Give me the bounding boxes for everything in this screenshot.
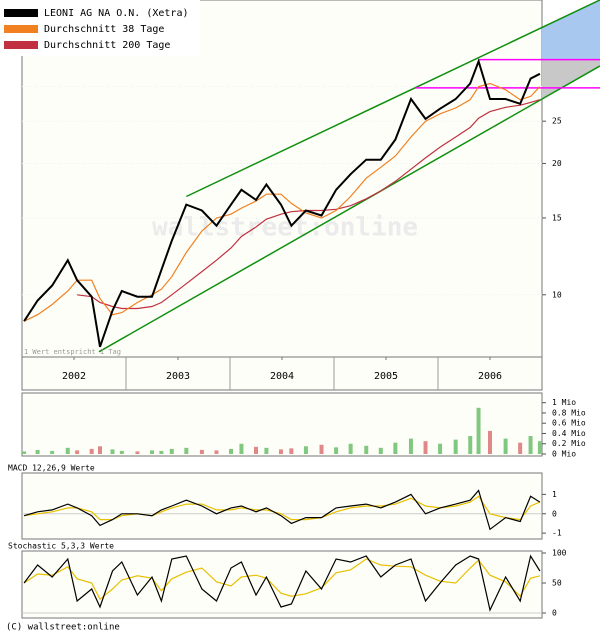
volume-bar [393,442,398,454]
legend-label: Durchschnitt 38 Tage [44,24,164,35]
series-line [23,554,541,612]
y-tick-label: 20 [552,159,562,168]
volume-bar [319,444,324,454]
series-line [23,489,541,531]
y-tick-label: 0 [552,609,557,618]
panel-title: Stochastic 5,3,3 Werte [8,542,114,551]
y-tick-label: 0.8 Mio [552,408,586,417]
panel-background [21,472,543,540]
volume-bar [65,447,70,454]
volume-bar [75,450,80,454]
y-tick-label: 15 [552,213,562,222]
projection-area [542,59,600,100]
volume-bar [35,449,40,454]
volume-bar [150,450,154,454]
volume-bar [110,449,115,454]
volume-bar [528,436,533,454]
trend-line [185,0,600,198]
y-tick-label: 50 [552,579,562,588]
volume-bar [408,438,413,454]
legend-swatch [4,25,38,33]
legend-swatch [4,9,38,17]
volume-bar [348,443,353,454]
y-tick-label: 0 Mio [552,450,576,459]
volume-bar [423,441,428,454]
volume-bar [476,407,481,454]
x-tick-label: 2004 [270,371,294,382]
x-tick-label: 2002 [62,371,86,382]
volume-bar [289,448,294,454]
volume-bar [50,450,55,454]
volume-bar [98,446,102,454]
y-tick-label: 10 [552,290,562,299]
volume-bar [518,442,523,454]
volume-bar [537,441,542,454]
panel-title: MACD 12,26,9 Werte [8,464,95,473]
legend-swatch [4,41,38,49]
volume-bar [334,447,339,454]
volume-bar [159,450,164,454]
series-line [23,558,541,601]
volume-bar [303,446,308,454]
y-tick-label: 0 [552,509,557,518]
volume-bar [503,438,508,454]
watermark: wallstreet:online [152,213,418,243]
volume-bar [364,445,369,454]
y-tick-label: 25 [552,117,562,126]
legend-label: LEONI AG NA O.N. (Xetra) [44,8,189,19]
series-line [77,99,541,310]
projection-area [542,0,600,60]
volume-bar [22,451,27,454]
volume-bar [468,436,473,454]
y-tick-label: -1 [552,529,562,538]
volume-bar [453,439,458,454]
y-tick-label: 0.2 Mio [552,439,586,448]
volume-bar [214,450,219,454]
y-tick-label: 0.4 Mio [552,429,586,438]
x-tick-label: 2003 [166,371,190,382]
volume-bar [278,449,283,454]
volume-bar [229,448,234,454]
x-tick-label: 2005 [374,371,398,382]
y-tick-label: 100 [552,549,567,558]
volume-bar [254,446,258,454]
volume-bar [488,430,492,454]
note: 1 Wert entspricht 1 Tag [24,348,121,356]
y-tick-label: 1 [552,490,557,499]
volume-bar [119,450,124,454]
volume-bar [264,447,269,454]
y-tick-label: 0.6 Mio [552,419,586,428]
volume-bar [378,447,383,454]
volume-bar [135,451,140,454]
volume-bar [89,448,94,454]
volume-bar [169,448,174,454]
volume-bar [199,449,204,454]
volume-bar [239,443,244,454]
series-line [23,58,541,348]
trend-line [98,65,600,353]
footer: (C) wallstreet:online [6,623,120,633]
volume-bar [438,443,443,454]
x-tick-label: 2006 [478,371,502,382]
y-tick-label: 1 Mio [552,398,576,407]
volume-bar [184,447,189,454]
legend-label: Durchschnitt 200 Tage [44,40,170,51]
